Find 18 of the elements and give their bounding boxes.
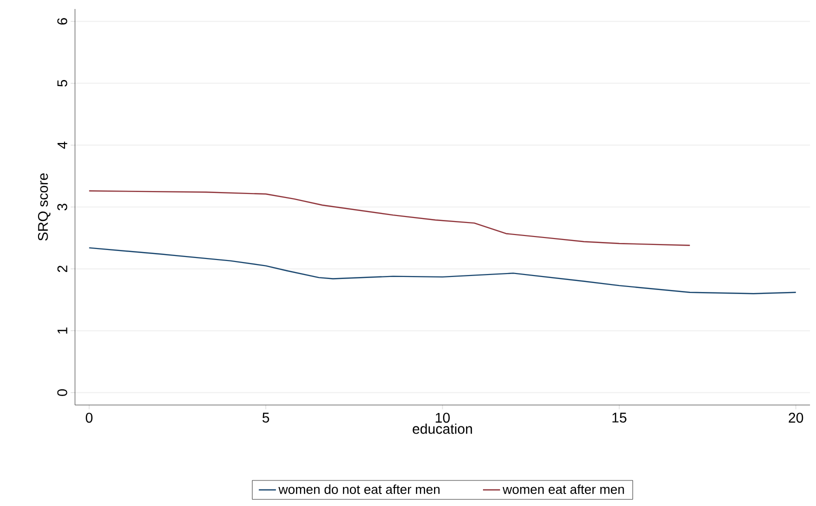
y-tick-label: 5	[57, 80, 68, 87]
y-tick-label: 4	[58, 142, 68, 149]
line-series	[88, 247, 796, 294]
legend-label: women do not eat after men	[278, 484, 440, 494]
legend-label: women eat after men	[502, 484, 624, 494]
y-axis-title: SRQ score	[38, 173, 50, 241]
y-tick-label: 1	[58, 328, 68, 334]
x-tick-label: 15	[612, 412, 626, 423]
line-series	[88, 190, 690, 246]
x-tick-label: 20	[788, 412, 804, 423]
y-tick-label: 2	[57, 266, 68, 272]
x-tick-label: 0	[86, 412, 92, 423]
x-axis-title: education	[412, 424, 472, 434]
y-tick-label: 6	[57, 18, 68, 25]
y-tick-label: 3	[57, 204, 68, 210]
x-tick-label: 10	[436, 412, 450, 423]
x-tick-label: 5	[262, 412, 270, 423]
y-tick-label: 0	[57, 389, 68, 396]
